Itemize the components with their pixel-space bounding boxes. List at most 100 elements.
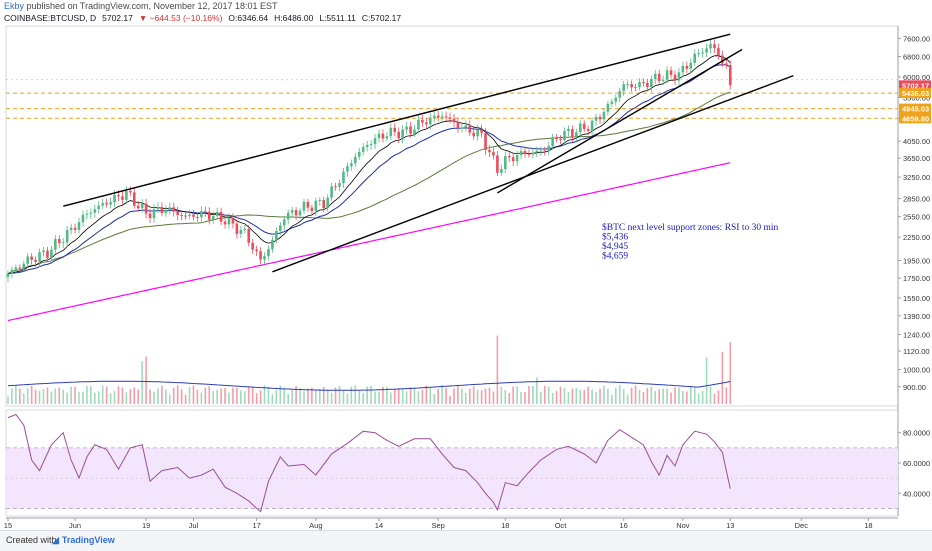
volume-bar <box>705 357 708 404</box>
candle-body <box>81 214 85 223</box>
volume-bar <box>571 388 574 404</box>
volume-bar <box>433 394 436 404</box>
price-tick-label: 2850.00 <box>903 195 930 204</box>
candle-body <box>586 128 590 131</box>
candle-body <box>373 138 377 145</box>
candle-body <box>117 194 120 197</box>
volume-bar <box>701 390 704 404</box>
volume-bar <box>94 392 96 404</box>
volume-bar <box>508 392 511 404</box>
ohlc-close: C:5702.17 <box>361 13 402 23</box>
candle-body <box>650 78 653 88</box>
volume-bar <box>480 390 483 404</box>
volume-bar <box>543 385 546 404</box>
volume-bar <box>342 390 345 404</box>
price-tick-label: 2250.00 <box>903 233 930 242</box>
candle-body <box>132 192 136 206</box>
annotation-text: $4,659 <box>602 251 628 262</box>
candle-body <box>188 214 191 216</box>
candle-body <box>207 211 211 220</box>
volume-bar <box>536 377 538 404</box>
candle-body <box>444 116 448 118</box>
candle-body <box>369 144 373 146</box>
candle-body <box>610 101 614 104</box>
candle-body <box>330 186 333 198</box>
volume-bar <box>303 391 305 404</box>
candle-body <box>50 249 53 258</box>
volume-bar <box>563 387 566 404</box>
publish-info: Ekby published on TradingView.com, Novem… <box>4 1 278 11</box>
price-tick-label: 1390.00 <box>903 312 930 321</box>
volume-bar <box>188 387 191 404</box>
candle-body <box>109 202 112 205</box>
volume-bar <box>168 394 171 404</box>
volume-bar <box>472 386 475 404</box>
volume-bar <box>141 361 143 404</box>
volume-bar <box>520 392 522 404</box>
candle-body <box>10 269 14 274</box>
candle-body <box>432 115 436 118</box>
support-price-label-box <box>899 113 931 124</box>
volume-bar <box>457 385 459 404</box>
candle-body <box>567 129 570 132</box>
candle-body <box>357 151 361 157</box>
chart-canvas[interactable]: 7600.006800.006000.005300.004650.004050.… <box>0 0 932 530</box>
candle-body <box>326 197 329 208</box>
volume-bar <box>717 390 720 404</box>
symbol-name[interactable]: COINBASE:BTCUSD, D <box>4 13 97 23</box>
volume-bar <box>275 389 278 404</box>
candle-body <box>503 156 507 170</box>
volume-bar <box>528 385 530 404</box>
candle-body <box>563 131 566 141</box>
candle-body <box>61 242 65 244</box>
candle-body <box>282 219 286 226</box>
candle-body <box>196 216 199 218</box>
volume-bar <box>105 386 108 404</box>
candle-body <box>113 194 116 203</box>
volume-bar <box>693 386 696 404</box>
volume-bar <box>393 389 396 404</box>
candle-body <box>152 209 156 219</box>
volume-bar <box>38 390 41 404</box>
candle-body <box>243 229 247 231</box>
candle-body <box>626 84 629 86</box>
volume-bar <box>709 386 712 404</box>
volume-bar <box>157 388 159 404</box>
candle-body <box>136 205 140 209</box>
candle-body <box>669 70 673 75</box>
time-tick-label: 17 <box>252 521 260 530</box>
candle-body <box>279 225 282 231</box>
volume-bar <box>595 392 597 404</box>
candle-body <box>673 74 677 81</box>
volume-bar <box>378 391 380 404</box>
price-tick-label: 1120.00 <box>903 347 930 356</box>
trendline <box>63 33 731 207</box>
volume-bar <box>66 392 68 404</box>
volume-bar <box>74 386 76 404</box>
rsi-line <box>7 413 731 513</box>
volume-bar <box>330 392 333 404</box>
volume-bar <box>599 388 601 404</box>
candle-body <box>539 150 543 152</box>
volume-bar <box>161 385 163 404</box>
volume-bar <box>291 389 293 404</box>
volume-bar <box>646 388 649 404</box>
volume-bar <box>555 390 558 404</box>
volume-bar <box>650 386 653 404</box>
candle-body <box>97 205 101 210</box>
tradingview-link[interactable]: ◢ TradingView <box>52 535 115 546</box>
volume-bar <box>129 389 132 404</box>
volume-bar <box>228 392 230 404</box>
author-name[interactable]: Ekby <box>4 1 25 11</box>
volume-bar <box>540 391 542 404</box>
candle-body <box>472 132 476 137</box>
volume-bar <box>441 385 443 404</box>
volume-bar <box>516 386 518 404</box>
volume-bar <box>58 387 61 404</box>
price-tick-label: 1950.00 <box>903 257 930 266</box>
volume-bar <box>90 386 92 404</box>
candle-body <box>168 207 172 211</box>
candle-body <box>34 259 37 262</box>
ohlc-low: L:5511.11 <box>319 13 356 23</box>
volume-bar <box>192 385 195 404</box>
